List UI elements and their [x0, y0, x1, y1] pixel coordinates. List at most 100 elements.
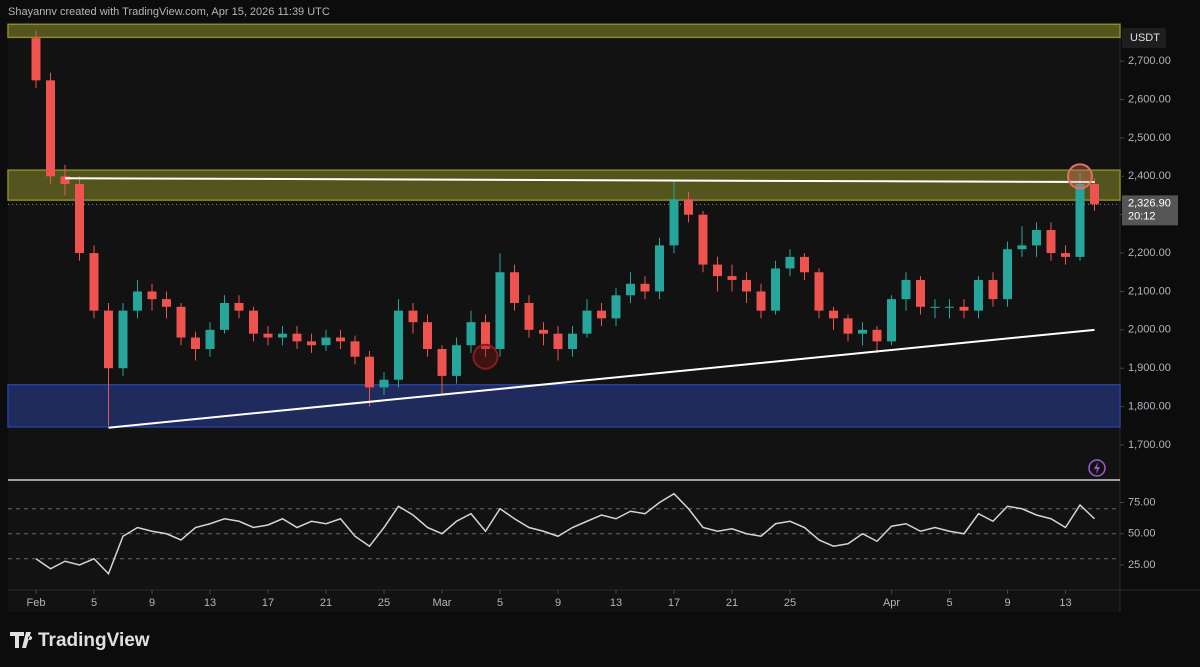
candle-body: [843, 318, 853, 334]
candle-body: [1090, 183, 1099, 205]
x-tick-label: 13: [1059, 597, 1071, 609]
currency-badge: [1122, 28, 1166, 48]
last-price-badge: [1122, 195, 1178, 226]
zone: [7, 23, 1121, 39]
candle-body: [263, 333, 273, 338]
candle-body: [887, 299, 896, 342]
candle-body: [974, 279, 983, 311]
candle-body: [133, 291, 142, 311]
candle-body: [611, 295, 621, 319]
candle-body: [205, 329, 215, 350]
candle-body: [495, 272, 505, 350]
candle-body: [727, 276, 737, 280]
candle-body: [31, 38, 41, 81]
candle-body: [452, 345, 461, 376]
x-tick-label: 17: [262, 597, 274, 609]
y-tick-label: 1,800.00: [1128, 401, 1171, 413]
candle-body: [669, 199, 679, 246]
candle-body: [872, 329, 882, 342]
rsi-tick-label: 25.00: [1128, 559, 1156, 571]
x-tick-label: 9: [1004, 597, 1010, 609]
lightning-glyph: [1094, 462, 1100, 474]
candle-body: [945, 306, 954, 308]
x-tick-label: Apr: [883, 597, 900, 609]
brand-logo: [10, 632, 33, 648]
candle-body: [162, 299, 171, 307]
candle-body: [191, 337, 200, 350]
candle-body: [379, 379, 389, 388]
lightning-icon[interactable]: [1088, 459, 1106, 477]
candle-body: [858, 329, 867, 334]
candle-body: [437, 349, 447, 376]
candle-body: [800, 256, 809, 273]
candle-body: [249, 310, 258, 334]
candle-body: [597, 310, 606, 319]
candle-body: [713, 264, 722, 277]
candle-body: [539, 329, 548, 334]
candle-body: [756, 291, 766, 311]
marker: [472, 343, 499, 370]
candle-body: [176, 306, 186, 338]
y-tick-label: 2,600.00: [1128, 93, 1171, 105]
candle-body: [916, 279, 925, 307]
candle-body: [742, 279, 751, 292]
candle-body: [655, 245, 664, 292]
candle-body: [350, 341, 360, 357]
brand: TradingView: [38, 630, 150, 651]
y-tick-label: 2,500.00: [1128, 132, 1171, 144]
candle-body: [1032, 230, 1041, 246]
y-tick-label: 2,700.00: [1128, 55, 1171, 67]
candle-body: [321, 337, 331, 346]
y-tick-label: 1,700.00: [1128, 439, 1171, 451]
x-tick-label: 21: [726, 597, 738, 609]
candle-body: [60, 176, 70, 184]
candle-body: [278, 333, 287, 338]
rsi-tick-label: 50.00: [1128, 528, 1156, 540]
candle-body: [1003, 249, 1012, 300]
x-tick-label: 21: [320, 597, 332, 609]
candle-body: [118, 310, 128, 369]
candle-body: [104, 310, 113, 369]
y-tick-label: 2,000.00: [1128, 324, 1171, 336]
candle-body: [75, 183, 84, 254]
countdown: 20:12: [1128, 210, 1156, 222]
candle-body: [785, 256, 795, 269]
x-tick-label: 9: [555, 597, 561, 609]
candle-body: [684, 199, 693, 215]
candle-body: [930, 306, 940, 308]
chart-panel: [8, 22, 1120, 612]
candle-body: [510, 272, 519, 303]
candle-body: [466, 322, 476, 346]
candle-body: [1075, 183, 1085, 257]
candle-body: [234, 302, 244, 311]
candle-body: [365, 356, 374, 388]
marker: [1067, 163, 1093, 190]
candle-body: [1046, 230, 1056, 254]
candle-body: [568, 333, 577, 350]
candle-body: [336, 337, 345, 342]
candle-body: [626, 283, 635, 296]
candle-body: [423, 322, 432, 350]
x-tick-label: 25: [378, 597, 390, 609]
candle-body: [553, 333, 563, 350]
candle-body: [959, 306, 969, 311]
x-tick-label: Mar: [433, 597, 452, 609]
x-tick-label: 5: [497, 597, 503, 609]
candle-body: [1017, 245, 1027, 250]
x-tick-label: 13: [204, 597, 216, 609]
candle-body: [698, 214, 708, 265]
candle-body: [829, 310, 838, 319]
candle-body: [307, 341, 316, 346]
y-tick-label: 2,200.00: [1128, 247, 1171, 259]
x-tick-label: 5: [91, 597, 97, 609]
candle-body: [901, 279, 911, 300]
zone: [7, 169, 1121, 201]
y-tick-label: 2,400.00: [1128, 170, 1171, 182]
trendline: [64, 177, 1095, 184]
candle-body: [988, 279, 998, 300]
rsi-tick-label: 75.00: [1128, 496, 1156, 508]
y-tick-label: 1,900.00: [1128, 362, 1171, 374]
candle-body: [814, 272, 824, 311]
trendline: [108, 328, 1095, 429]
